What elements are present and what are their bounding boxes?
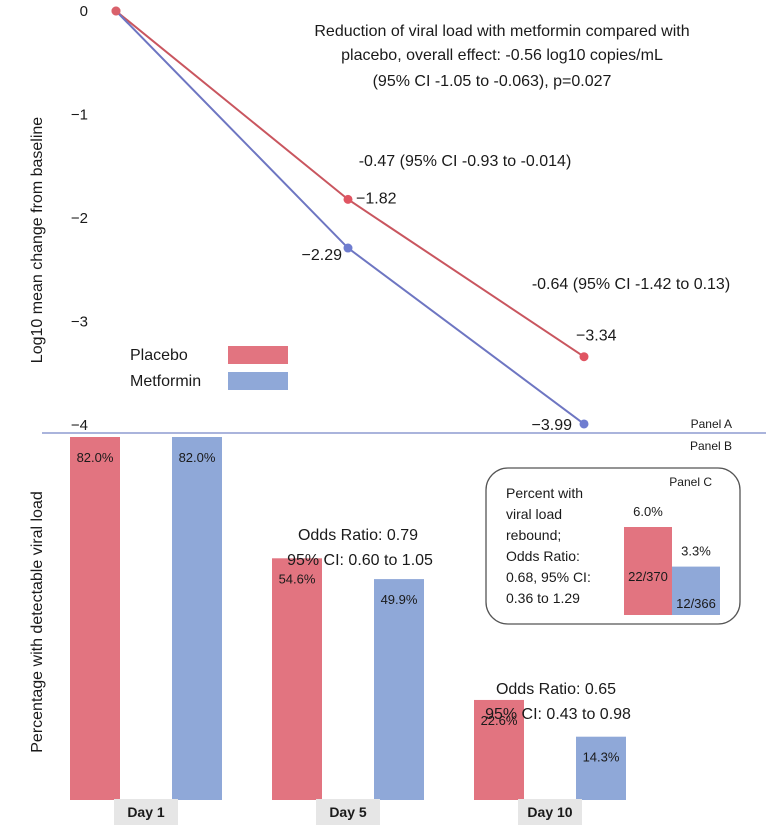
day10-ci: 95% CI: 0.43 to 0.98 (485, 706, 631, 723)
metformin-rebound-pct: 3.3% (681, 544, 711, 559)
metformin-bar (172, 437, 222, 800)
panel-b-bar-chart: Percentage with detectable viral load 82… (29, 437, 631, 825)
metformin-rebound-count: 12/366 (676, 596, 716, 611)
metformin-point (343, 243, 353, 253)
panel-c-inset: Panel C Percent with viral load rebound;… (485, 467, 741, 625)
placebo-point (579, 352, 589, 362)
metformin-point (579, 419, 589, 429)
placebo-rebound-pct: 6.0% (633, 504, 663, 519)
panel-b-label: Panel B (690, 439, 732, 453)
placebo-rebound-bar (624, 527, 672, 615)
day5-difference-annotation: -0.47 (95% CI -0.93 to -0.014) (359, 153, 572, 170)
panel-c-label: Panel C (669, 475, 712, 489)
category-label: Day 1 (127, 804, 165, 820)
panel-c-text-1: Percent with (506, 485, 583, 501)
panel-a-y-axis-label: Log10 mean change from baseline (29, 117, 46, 363)
placebo-bar-label: 54.6% (279, 571, 316, 586)
placebo-bar (272, 558, 322, 800)
y-tick-label: −2 (71, 210, 88, 227)
metformin-value-label: −2.29 (302, 247, 343, 264)
placebo-point (343, 194, 353, 204)
y-tick-label: 0 (80, 3, 88, 20)
day5-ci: 95% CI: 0.60 to 1.05 (287, 552, 433, 569)
metformin-bar (374, 579, 424, 800)
panel-c-text-3: rebound; (506, 527, 561, 543)
metformin-bar-label: 82.0% (179, 450, 216, 465)
legend-placebo-swatch (228, 346, 288, 364)
category-box (518, 799, 582, 825)
metformin-rebound-bar (672, 566, 720, 615)
metformin-bar-label: 49.9% (381, 592, 418, 607)
panel-c-text-4: Odds Ratio: (506, 548, 580, 564)
placebo-value-label: −1.82 (356, 190, 397, 207)
legend: Placebo Metformin (130, 346, 288, 390)
metformin-point (111, 6, 121, 16)
category-label: Day 5 (329, 804, 367, 820)
panel-a-line-chart: Log10 mean change from baseline 0 −1 −2 −3 −… (29, 3, 730, 434)
panel-b-y-axis-label: Percentage with detectable viral load (29, 491, 46, 753)
day10-difference-annotation: -0.64 (95% CI -1.42 to 0.13) (532, 276, 730, 293)
panel-c-text-5: 0.68, 95% CI: (506, 569, 591, 585)
placebo-rebound-count: 22/370 (628, 569, 668, 584)
overall-effect-line3: (95% CI -1.05 to -0.063), p=0.027 (373, 73, 612, 90)
day10-odds-ratio: Odds Ratio: 0.65 (496, 681, 616, 698)
placebo-bar-label: 22.6% (481, 713, 518, 728)
panel-c-text-6: 0.36 to 1.29 (506, 590, 580, 606)
overall-effect-line1: Reduction of viral load with metformin c… (314, 23, 689, 40)
legend-metformin-swatch (228, 372, 288, 390)
category-box (316, 799, 380, 825)
y-tick-label: −3 (71, 314, 88, 331)
metformin-value-label: −3.99 (532, 417, 573, 434)
placebo-bar-label: 82.0% (77, 450, 114, 465)
legend-metformin-label: Metformin (130, 373, 201, 390)
placebo-value-label: −3.34 (576, 328, 617, 345)
overall-effect-line2: placebo, overall effect: -0.56 log10 cop… (341, 47, 663, 64)
panel-a-label: Panel A (691, 417, 732, 431)
placebo-bar (474, 699, 524, 800)
panel-c-text-2: viral load (506, 506, 562, 522)
legend-placebo-label: Placebo (130, 347, 188, 364)
metformin-bar (576, 736, 626, 800)
metformin-bar-label: 14.3% (583, 750, 620, 765)
day5-odds-ratio: Odds Ratio: 0.79 (298, 527, 418, 544)
placebo-bar (70, 437, 120, 800)
category-box (114, 799, 178, 825)
y-tick-label: −1 (71, 107, 88, 124)
y-tick-label: −4 (71, 417, 88, 434)
category-label: Day 10 (527, 804, 572, 820)
